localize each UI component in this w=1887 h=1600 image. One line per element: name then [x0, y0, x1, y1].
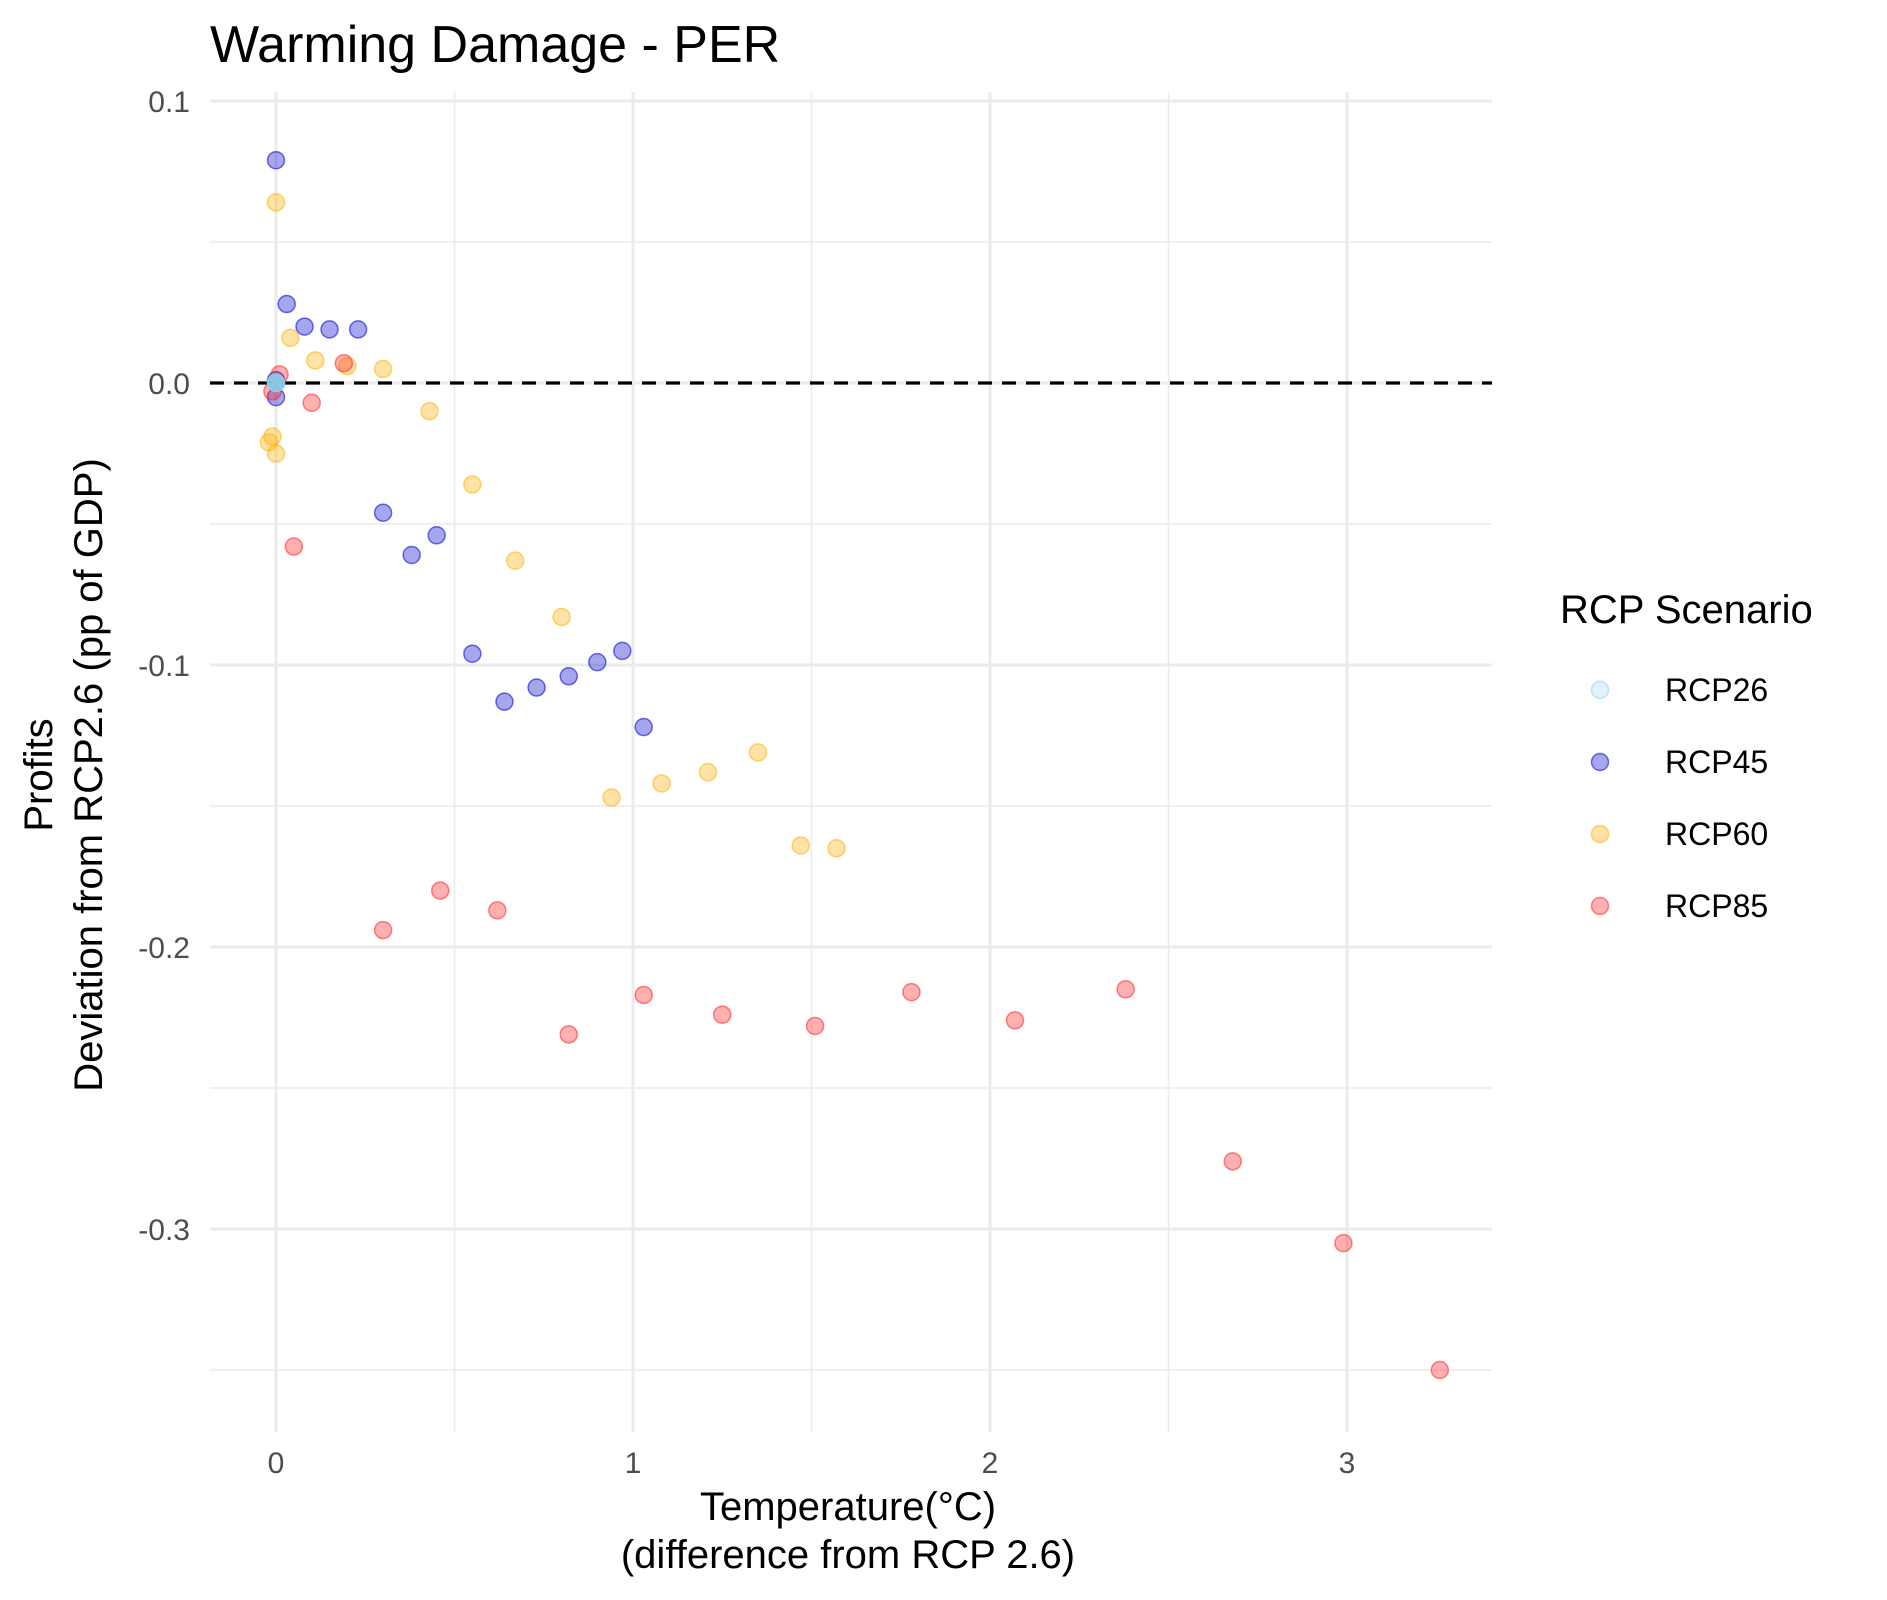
point-rcp60 — [306, 351, 325, 370]
point-rcp45 — [373, 503, 393, 522]
y-tick-label: -0.2 — [138, 932, 190, 965]
point-rcp60 — [552, 607, 571, 627]
point-rcp85 — [430, 881, 450, 900]
point-rcp60 — [420, 401, 439, 421]
x-tick-label: 1 — [625, 1447, 642, 1480]
point-rcp85 — [373, 920, 393, 940]
point-rcp45 — [320, 320, 339, 339]
x-axis-title-line1: Temperature(°C) — [700, 1485, 996, 1529]
point-rcp60 — [791, 836, 811, 855]
point-rcp45 — [613, 641, 632, 661]
point-rcp60 — [373, 359, 393, 379]
point-rcp60 — [505, 551, 525, 570]
y-tick-label: 0.1 — [148, 86, 190, 119]
y-tick-label: 0.0 — [148, 368, 190, 401]
legend-key-rcp60 — [1590, 824, 1610, 844]
point-rcp60 — [652, 774, 671, 793]
point-rcp45 — [295, 317, 314, 336]
point-rcp85 — [1116, 980, 1135, 999]
point-rcp85 — [1223, 1152, 1243, 1171]
x-axis-ticks: 0 1 2 3 — [268, 1447, 1356, 1480]
point-rcp85 — [559, 1025, 578, 1044]
point-rcp45 — [527, 678, 546, 697]
point-rcp85 — [334, 354, 354, 373]
point-rcp60 — [266, 444, 286, 463]
point-rcp45 — [588, 652, 607, 672]
point-rcp60 — [266, 193, 286, 212]
point-rcp60 — [827, 839, 846, 858]
legend-label-rcp45: RCP45 — [1665, 744, 1768, 780]
y-axis-title-line1: Profits — [17, 718, 61, 831]
point-rcp45 — [495, 692, 514, 711]
point-rcp60 — [602, 788, 621, 807]
point-rcp60 — [463, 475, 482, 494]
point-rcp85 — [302, 393, 321, 412]
legend-key-rcp26 — [1590, 680, 1610, 700]
point-rcp85 — [1005, 1011, 1025, 1030]
x-axis-title-line2: (difference from RCP 2.6) — [621, 1533, 1075, 1577]
point-rcp60 — [698, 762, 718, 782]
point-rcp45 — [277, 294, 296, 314]
point-rcp45 — [634, 717, 653, 737]
legend-key-rcp85 — [1590, 896, 1610, 916]
point-rcp45 — [463, 644, 482, 663]
point-rcp26 — [266, 373, 286, 393]
legend-label-rcp26: RCP26 — [1665, 672, 1768, 708]
y-axis-ticks: 0.1 0.0 -0.1 -0.2 -0.3 — [138, 86, 190, 1247]
point-rcp85 — [902, 982, 921, 1002]
data-points — [259, 150, 1450, 1380]
x-tick-label: 3 — [1339, 1447, 1356, 1480]
y-tick-label: -0.3 — [138, 1214, 190, 1247]
point-rcp45 — [427, 526, 446, 545]
x-tick-label: 0 — [268, 1447, 285, 1480]
point-rcp85 — [1430, 1360, 1450, 1380]
point-rcp60 — [748, 743, 768, 762]
point-rcp85 — [284, 537, 304, 556]
point-rcp45 — [402, 545, 421, 565]
y-tick-label: -0.1 — [138, 650, 190, 683]
chart-title: Warming Damage - PER — [210, 16, 780, 74]
legend-title: RCP Scenario — [1560, 588, 1813, 632]
point-rcp60 — [263, 427, 282, 446]
point-rcp85 — [1334, 1233, 1353, 1253]
legend-label-rcp60: RCP60 — [1665, 816, 1768, 852]
y-axis-title-line2: Deviation from RCP2.6 (pp of GDP) — [67, 458, 111, 1092]
legend-key-rcp45 — [1590, 752, 1610, 772]
point-rcp85 — [713, 1005, 732, 1024]
point-rcp45 — [348, 320, 368, 339]
point-rcp85 — [488, 901, 507, 920]
point-rcp85 — [634, 985, 653, 1005]
point-rcp45 — [559, 667, 578, 686]
legend-label-rcp85: RCP85 — [1665, 888, 1768, 924]
grid — [210, 92, 1492, 1432]
point-rcp85 — [805, 1016, 825, 1036]
point-rcp60 — [281, 328, 300, 348]
legend-items: RCP26 RCP45 RCP60 RCP85 — [1590, 672, 1768, 924]
x-tick-label: 2 — [982, 1447, 999, 1480]
point-rcp45 — [266, 150, 286, 170]
legend: RCP Scenario RCP26 RCP45 RCP60 RCP85 — [1560, 588, 1813, 924]
